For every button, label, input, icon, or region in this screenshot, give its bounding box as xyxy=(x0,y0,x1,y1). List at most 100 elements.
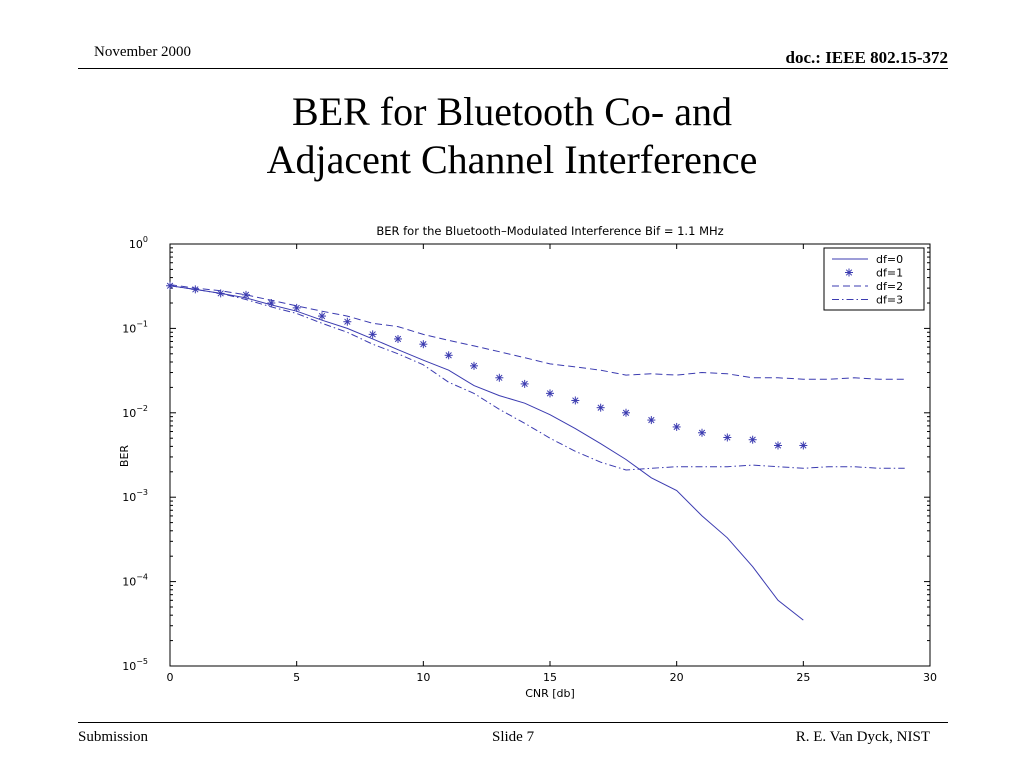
data-point-df-1 xyxy=(166,281,174,290)
star-stroke xyxy=(470,362,478,370)
x-tick-label: 30 xyxy=(923,671,937,684)
data-point-df-1 xyxy=(546,389,554,398)
x-tick-label: 10 xyxy=(416,671,430,684)
star-stroke xyxy=(445,352,452,359)
y-tick-label: 10−2 xyxy=(122,404,148,420)
star-stroke xyxy=(521,380,528,388)
data-point-df-1 xyxy=(444,351,453,360)
chart-legend: df=0df=1df=2df=3 xyxy=(823,247,925,311)
legend-marker-df-1 xyxy=(845,268,853,277)
star-stroke xyxy=(242,291,250,298)
slide-title: BER for Bluetooth Co- and Adjacent Chann… xyxy=(0,88,1024,184)
data-point-df-1 xyxy=(470,361,478,370)
header-doc-id: doc.: IEEE 802.15-372 xyxy=(785,48,948,67)
data-point-df-1 xyxy=(672,422,681,431)
data-point-df-1 xyxy=(242,290,250,299)
y-tick-exponent: −4 xyxy=(136,573,148,582)
star-stroke xyxy=(166,282,174,289)
star-stroke xyxy=(597,404,604,411)
slide-title-line-2: Adjacent Channel Interference xyxy=(266,137,758,182)
y-tick-base: 10 xyxy=(122,660,136,673)
y-tick-base: 10 xyxy=(122,322,136,335)
star-stroke xyxy=(344,318,351,325)
star-stroke xyxy=(394,335,402,343)
data-point-df-1 xyxy=(394,334,402,343)
y-tick-exponent: −3 xyxy=(136,488,148,497)
y-axis-label: BER xyxy=(118,445,131,467)
legend-box xyxy=(823,247,925,311)
y-tick-base: 10 xyxy=(129,238,143,251)
legend-label-df-3: df=3 xyxy=(876,294,903,307)
legend-label-df-2: df=2 xyxy=(876,280,903,293)
y-tick-exponent: −2 xyxy=(136,404,148,413)
series-df-1 xyxy=(166,281,808,450)
star-stroke xyxy=(318,312,326,320)
star-stroke xyxy=(673,423,680,431)
star-stroke xyxy=(217,290,224,297)
data-point-df-1 xyxy=(318,312,326,321)
x-tick-label: 0 xyxy=(167,671,174,684)
star-stroke xyxy=(546,390,554,397)
ber-chart: BER for the Bluetooth–Modulated Interfer… xyxy=(118,224,937,700)
y-tick-label: 10−3 xyxy=(122,488,148,504)
star-stroke xyxy=(724,434,731,441)
star-stroke xyxy=(622,409,630,416)
legend-label-df-1: df=1 xyxy=(876,267,903,280)
x-tick-label: 5 xyxy=(293,671,300,684)
footer-submission: Submission xyxy=(78,729,149,745)
footer-rule xyxy=(78,722,948,723)
x-tick-label: 20 xyxy=(670,671,684,684)
star-stroke xyxy=(845,269,853,276)
star-stroke xyxy=(774,442,782,449)
data-point-df-1 xyxy=(495,373,504,382)
star-stroke xyxy=(572,397,579,404)
x-tick-label: 15 xyxy=(543,671,557,684)
legend-label-df-0: df=0 xyxy=(876,253,903,266)
header-rule xyxy=(78,68,948,69)
data-point-df-1 xyxy=(647,416,656,425)
data-point-df-1 xyxy=(723,433,732,442)
star-stroke xyxy=(749,436,756,443)
star-stroke xyxy=(293,304,300,312)
x-axis-label: CNR [db] xyxy=(525,687,575,700)
data-point-df-1 xyxy=(216,289,225,298)
y-tick-exponent: 0 xyxy=(143,235,148,244)
footer-author: R. E. Van Dyck, NIST xyxy=(795,729,930,745)
data-point-df-1 xyxy=(748,435,757,444)
series-group xyxy=(166,281,905,621)
data-point-df-1 xyxy=(368,330,377,339)
data-point-df-1 xyxy=(343,317,352,326)
y-tick-exponent: −1 xyxy=(136,319,148,328)
data-point-df-1 xyxy=(292,303,301,312)
star-stroke xyxy=(420,341,427,348)
y-tick-base: 10 xyxy=(122,491,136,504)
data-point-df-1 xyxy=(799,441,808,450)
data-point-df-1 xyxy=(622,408,630,417)
data-point-df-1 xyxy=(698,428,706,437)
star-stroke xyxy=(369,331,376,338)
data-point-df-1 xyxy=(774,441,782,450)
y-tick-base: 10 xyxy=(122,407,136,420)
y-tick-label: 10−1 xyxy=(122,319,148,335)
header-date: November 2000 xyxy=(94,44,192,60)
star-stroke xyxy=(800,442,807,449)
series-line-df-0 xyxy=(169,285,804,621)
series-line-df-2 xyxy=(169,284,905,380)
star-stroke xyxy=(698,429,706,436)
data-point-df-1 xyxy=(419,340,428,349)
chart-title: BER for the Bluetooth–Modulated Interfer… xyxy=(376,224,723,238)
data-point-df-1 xyxy=(571,396,580,405)
footer-slide-number: Slide 7 xyxy=(492,729,535,745)
data-point-df-1 xyxy=(520,379,529,388)
plot-frame xyxy=(169,243,931,667)
x-tick-label: 25 xyxy=(796,671,810,684)
y-tick-label: 10−5 xyxy=(122,657,148,673)
y-tick-label: 100 xyxy=(129,235,148,251)
star-stroke xyxy=(648,416,655,424)
star-stroke xyxy=(496,374,503,381)
data-point-df-1 xyxy=(596,403,605,412)
y-tick-base: 10 xyxy=(122,576,136,589)
y-tick-exponent: −5 xyxy=(136,657,148,666)
slide-title-line-1: BER for Bluetooth Co- and xyxy=(292,89,732,134)
